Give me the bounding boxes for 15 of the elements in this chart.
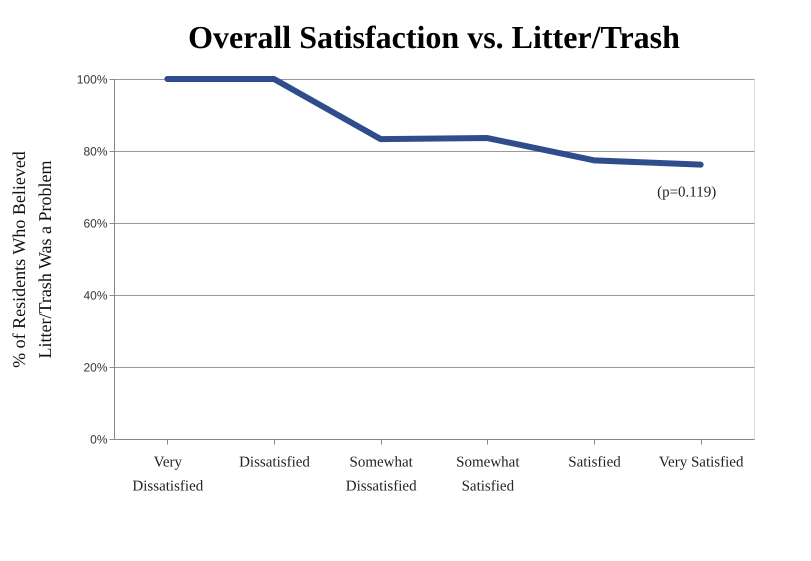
chart-title: Overall Satisfaction vs. Litter/Trash — [188, 19, 680, 55]
y-tick-label: 100% — [76, 72, 108, 86]
y-axis-title: % of Residents Who Believed Litter/Trash Was a Problem — [8, 151, 55, 368]
y-tick-label: 60% — [83, 216, 108, 230]
y-tick-label: 40% — [83, 288, 108, 302]
y-tick-label: 80% — [83, 144, 108, 158]
x-tick-label: Very Satisfied — [658, 454, 744, 470]
y-tick-label: 0% — [90, 432, 108, 446]
y-tick-label: 20% — [83, 360, 108, 374]
x-tick-label: Satisfied — [568, 454, 622, 470]
x-tick-label: Somewhat Satisfied — [456, 454, 520, 494]
annotation: (p=0.119) — [657, 184, 716, 201]
x-tick-label: Very Dissatisfied — [132, 454, 204, 494]
x-tick-label: Dissatisfied — [239, 454, 310, 470]
x-tick-label: Somewhat Dissatisfied — [346, 454, 418, 494]
